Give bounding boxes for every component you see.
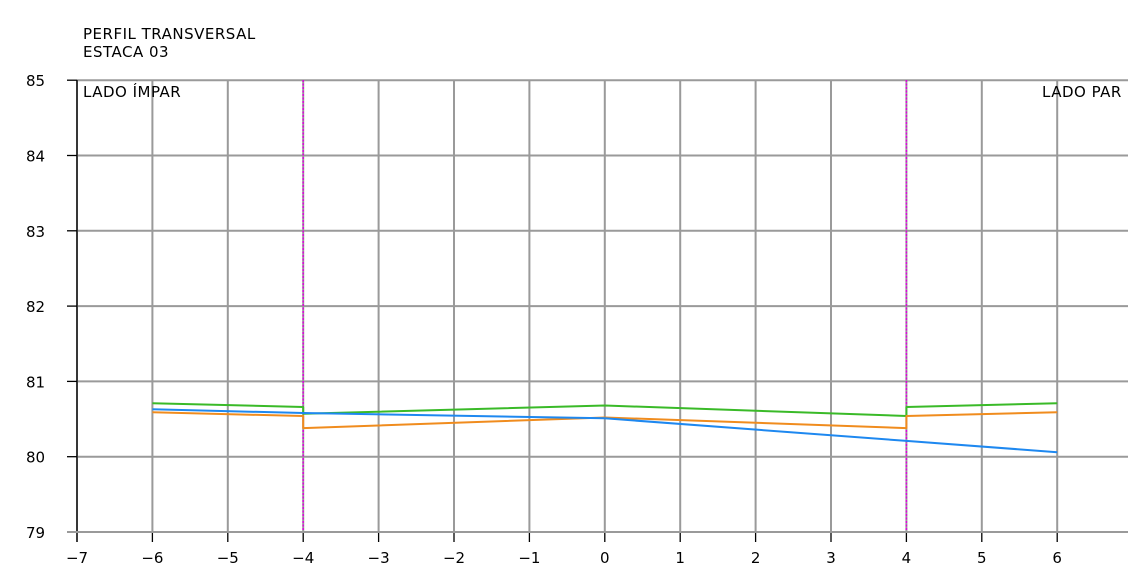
y-tick-label: 83 [26,223,45,241]
y-tick-label: 82 [26,298,45,316]
axes [67,79,1128,542]
y-tick-label: 84 [26,148,45,166]
y-tick-label: 85 [26,72,45,90]
series-line [152,408,1058,454]
x-tick-label: 1 [675,549,685,567]
chart-title: PERFIL TRANSVERSAL [83,25,256,43]
y-tick-label: 81 [26,373,45,391]
grid-layer [76,79,1128,533]
x-tick-label: −6 [141,549,163,567]
x-tick-label: 2 [751,549,761,567]
x-tick-label: −1 [518,549,540,567]
tick-labels: 79 80 81 82 83 84 85 −7 −6 −5 −4 −3 −2 −1 0 1 2 3 4 5 6 [26,72,1062,567]
title-block: PERFIL TRANSVERSAL ESTACA 03 [83,25,256,61]
x-tick-label: 6 [1052,549,1062,567]
x-tick-label: −3 [368,549,390,567]
series-line [152,402,1058,417]
x-tick-label: −5 [217,549,239,567]
y-tick-label: 79 [26,524,45,542]
x-tick-label: 4 [902,549,912,567]
y-tick-label: 80 [26,449,45,467]
x-tick-label: −4 [292,549,314,567]
right-side-label: LADO PAR [1042,83,1122,101]
x-tick-label: 5 [977,549,987,567]
x-tick-label: −2 [443,549,465,567]
chart-subtitle: ESTACA 03 [83,43,170,61]
x-tick-label: −7 [66,549,88,567]
vertical-markers [302,80,908,532]
left-side-label: LADO ÍMPAR [83,82,181,101]
series-layer [152,402,1058,454]
x-tick-label: 3 [826,549,836,567]
x-tick-label: 0 [600,549,610,567]
